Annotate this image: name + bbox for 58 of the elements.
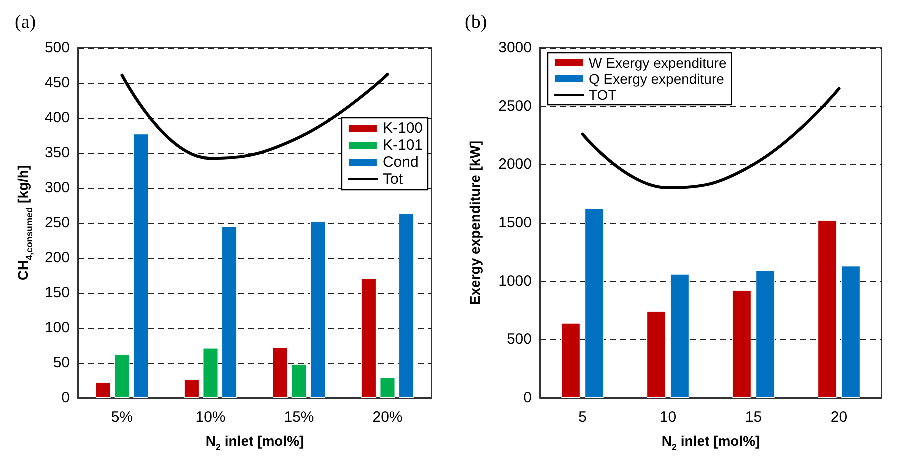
y-tick-label: 300 [44,180,70,196]
bar [670,274,690,398]
y-axis-title: CH4,consumed [kg/h] [15,165,35,281]
y-tick-label: 500 [44,40,70,56]
y-tick-label: 400 [44,110,70,126]
bar [361,279,376,398]
y-tick-label: 1000 [498,272,532,290]
x-tick-label: 5% [111,409,134,426]
bar [562,323,580,398]
y-tick-label: 150 [44,284,70,302]
y-tick-label: 100 [44,320,70,336]
bar [842,266,860,398]
bar [203,348,218,398]
legend-label: K-100 [382,120,424,137]
bar [292,364,307,398]
legend-label: TOT [589,87,618,103]
x-tick-label: 20% [372,409,403,426]
x-tick-label: 15 [745,409,762,426]
y-tick-label: 250 [44,214,70,232]
bar [310,222,326,398]
bar [272,348,288,398]
y-tick-label: 2000 [498,156,532,174]
bar [184,380,200,398]
y-tick-label: 3000 [498,40,532,56]
chart-title: (b) [465,12,488,33]
bar [222,226,238,398]
x-tick-label: 5 [578,409,587,426]
legend-label: Tot [382,171,404,188]
bar [114,354,130,398]
bar [585,209,604,398]
bar [399,214,414,398]
y-tick-label: 50 [53,354,70,372]
bar [756,270,775,398]
bar [732,290,752,398]
y-tick-label: 500 [506,331,532,348]
line-series [581,87,841,190]
y-tick-label: 0 [524,390,532,406]
y-tick-label: 1500 [498,214,532,232]
y-tick-label: 0 [62,390,70,406]
bar [134,134,149,398]
y-tick-label: 200 [44,250,70,266]
bar [96,382,111,398]
x-tick-label: 15% [284,409,314,426]
y-tick-label: 350 [44,144,70,162]
legend-label: W Exergy expenditure [589,55,727,71]
bar [647,312,666,398]
chart-title: (a) [15,12,36,33]
bar [818,220,837,398]
y-tick-label: 450 [44,74,70,92]
x-tick-label: 10% [196,409,226,426]
y-tick-label: 2500 [498,98,532,115]
legend-label: Q Exergy expenditure [589,71,725,87]
legend-label: Cond [382,154,419,171]
x-tick-label: 10 [660,409,677,426]
y-axis-title: Exergy expenditure [kW] [467,140,483,306]
bar [380,378,396,398]
x-tick-label: 20 [830,409,848,426]
legend-label: K-101 [382,137,424,154]
